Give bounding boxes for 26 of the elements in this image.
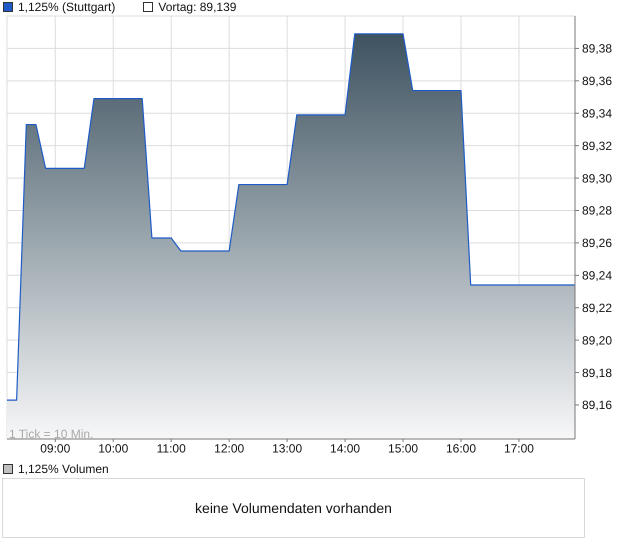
x-tick-label: 09:00 (40, 442, 71, 456)
y-tick-label: 89,34 (582, 106, 612, 120)
y-tick-label: 89,32 (582, 138, 612, 153)
text: keine Volumendaten vorhanden (195, 500, 392, 516)
y-tick-label: 89,26 (582, 236, 612, 250)
y-tick-label: 89,30 (582, 171, 612, 186)
x-tick-label: 11:00 (156, 442, 186, 456)
x-tick-label: 16:00 (446, 442, 476, 456)
legend-label: 1,125% Volumen (18, 462, 109, 476)
y-tick-label: 89,24 (582, 268, 612, 283)
y-tick-label: 89,22 (582, 300, 612, 315)
x-tick-label: 17:00 (504, 442, 534, 456)
x-tick-label: 13:00 (272, 442, 302, 456)
legend-label: 1,125% (Stuttgart) (18, 0, 116, 14)
y-tick-label: 89,16 (582, 398, 612, 412)
y-tick-label: 89,20 (582, 333, 612, 348)
x-tick-label: 15:00 (388, 442, 418, 456)
text: Vortag: 89,139 (158, 0, 236, 14)
y-tick-label: 89,28 (582, 204, 612, 218)
annotation: 1 Tick = 10 Min. (9, 427, 94, 441)
x-tick-label: 14:00 (330, 442, 360, 456)
x-tick-label: 12:00 (214, 442, 244, 456)
x-tick-label: 10:00 (98, 442, 129, 456)
y-tick-label: 89,38 (582, 42, 612, 56)
y-tick-label: 89,18 (582, 366, 612, 380)
y-tick-label: 89,36 (582, 74, 612, 88)
